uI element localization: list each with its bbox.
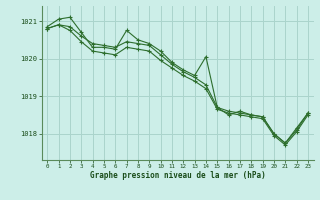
X-axis label: Graphe pression niveau de la mer (hPa): Graphe pression niveau de la mer (hPa) xyxy=(90,171,266,180)
